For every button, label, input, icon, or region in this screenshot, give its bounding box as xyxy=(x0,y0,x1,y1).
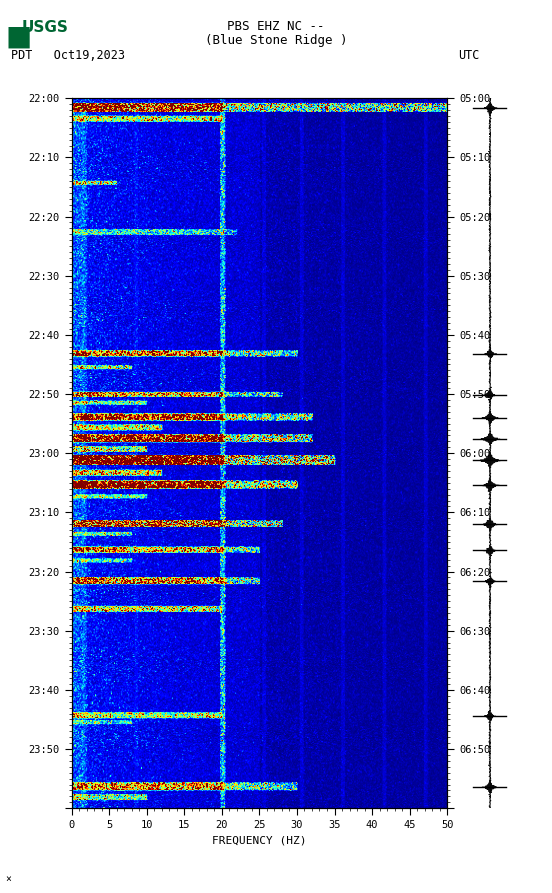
X-axis label: FREQUENCY (HZ): FREQUENCY (HZ) xyxy=(212,836,307,846)
Text: (Blue Stone Ridge ): (Blue Stone Ridge ) xyxy=(205,34,347,47)
Text: PBS EHZ NC --: PBS EHZ NC -- xyxy=(227,20,325,33)
Text: UTC: UTC xyxy=(458,49,480,63)
Text: PDT   Oct19,2023: PDT Oct19,2023 xyxy=(11,49,125,63)
Text: USGS: USGS xyxy=(22,20,69,35)
Text: ■: ■ xyxy=(6,22,32,50)
Text: ×: × xyxy=(6,874,12,884)
